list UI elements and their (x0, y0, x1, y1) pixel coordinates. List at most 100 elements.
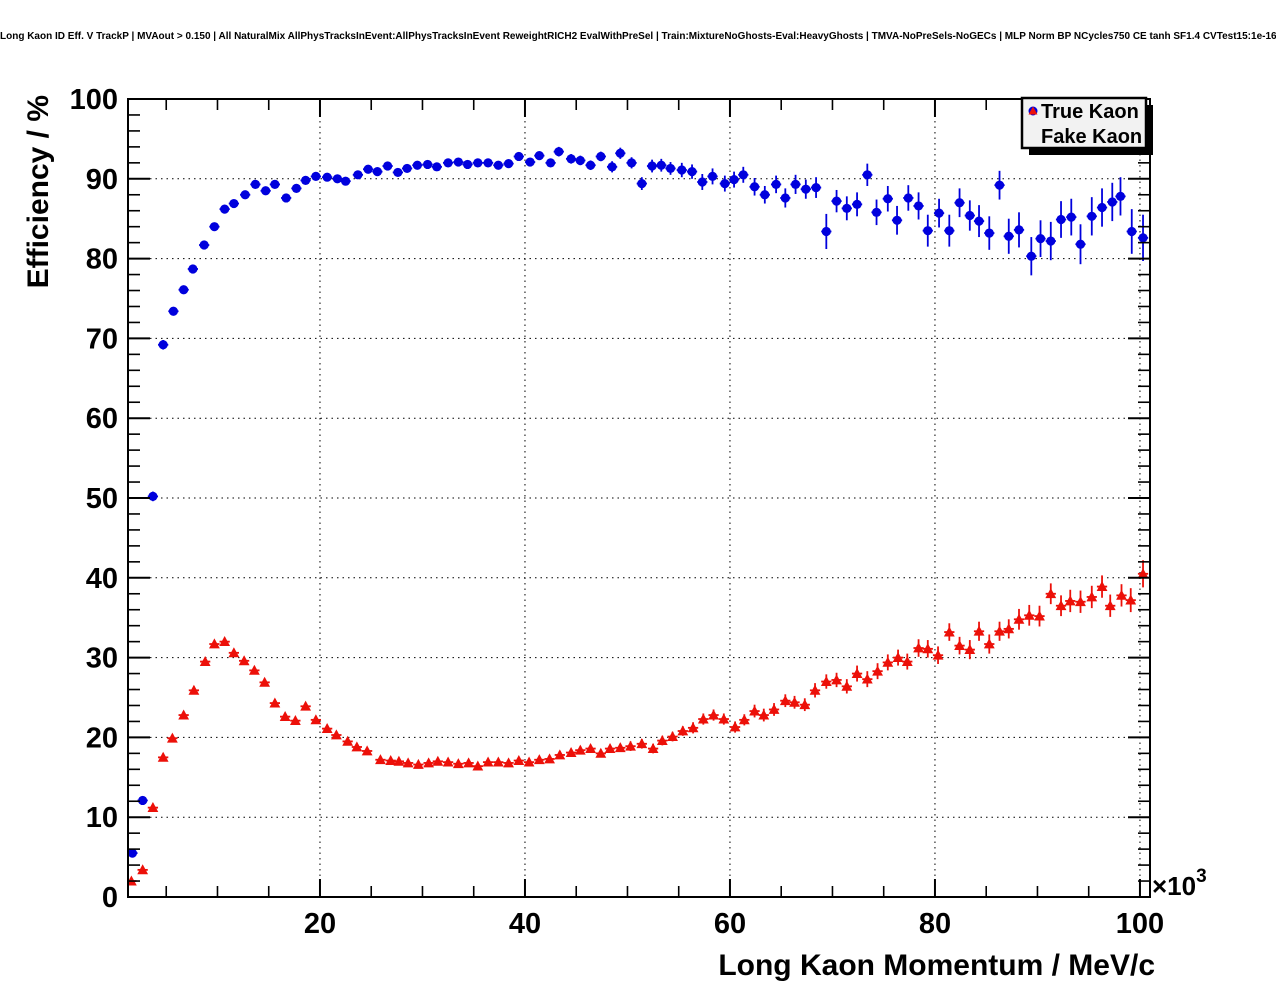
fake-kaon-marker (228, 647, 240, 658)
fake-kaon-marker (513, 754, 525, 765)
legend-true-kaon-label: True Kaon (1041, 101, 1139, 123)
true-kaon-marker (760, 190, 770, 200)
true-kaon-marker (607, 162, 617, 172)
true-kaon-marker (852, 199, 862, 209)
fake-kaon-marker (412, 758, 424, 769)
fake-kaon-marker (310, 714, 322, 725)
true-kaon-marker (615, 148, 625, 158)
legend[interactable]: True Kaon Fake Kaon (1020, 96, 1153, 155)
plot-frame (127, 98, 1151, 898)
true-kaon-marker (311, 171, 321, 182)
fake-kaon-marker (749, 705, 760, 716)
true-kaon-marker (199, 240, 209, 250)
y-tick-label: 50 (86, 483, 118, 515)
fake-kaon-marker (1137, 568, 1149, 579)
fake-kaon-marker (1096, 580, 1108, 591)
legend-box (1020, 96, 1148, 150)
fake-kaon-marker (361, 745, 373, 756)
fake-kaon-marker (248, 664, 260, 675)
y-tick-label: 30 (86, 643, 118, 675)
grid-lines (128, 99, 1150, 897)
fake-kaon-marker (922, 643, 934, 654)
fake-kaon-marker (157, 751, 169, 762)
true-kaon-marker (790, 179, 801, 189)
true-kaon-marker (626, 158, 637, 168)
true-kaon-marker (780, 193, 790, 203)
true-kaon-marker (842, 203, 852, 213)
fake-kaon-marker (289, 715, 301, 726)
true-kaon-marker (158, 340, 168, 350)
true-kaon-marker (965, 210, 975, 221)
true-kaon-marker (1046, 236, 1056, 246)
true-kaon-marker (1087, 211, 1097, 221)
fake-kaon-marker (872, 665, 883, 676)
y-tick-label: 70 (86, 323, 118, 355)
axis-ticks (128, 98, 1150, 898)
true-kaon-marker (697, 177, 707, 187)
fake-kaon-marker (932, 649, 944, 660)
true-kaon-marker (402, 163, 412, 174)
true-kaon-marker (301, 175, 311, 185)
true-kaon-series (128, 146, 1149, 858)
fake-kaon-marker (738, 714, 750, 725)
true-kaon-marker (462, 159, 473, 170)
true-kaon-marker (1026, 251, 1036, 261)
fake-kaon-marker (789, 696, 800, 707)
true-kaon-marker (821, 226, 831, 237)
fake-kaon-marker (954, 640, 965, 651)
fake-kaon-marker (554, 749, 566, 760)
true-kaon-marker (656, 160, 666, 170)
fake-kaon-marker (625, 740, 636, 751)
true-kaon-marker (1004, 231, 1014, 241)
fake-kaon-marker (574, 744, 586, 755)
true-kaon-marker (984, 228, 994, 238)
fake-kaon-marker (604, 742, 616, 753)
true-kaon-marker (596, 151, 606, 162)
true-kaon-marker (903, 193, 913, 203)
legend-fake-kaon-triangle-icon (1028, 106, 1038, 115)
true-kaon-marker (383, 161, 393, 171)
true-kaon-marker (871, 207, 882, 217)
y-axis-title: Efficiency / % (22, 95, 55, 288)
true-kaon-marker (422, 159, 433, 170)
fake-kaon-marker (199, 655, 211, 666)
fake-kaon-marker (1075, 596, 1086, 607)
fake-kaon-marker (178, 709, 190, 720)
true-kaon-marker (128, 848, 138, 858)
plot-title: Long Kaon ID Eff. V TrackP | MVAout > 0.… (0, 31, 1276, 42)
true-kaon-marker (585, 160, 596, 170)
fake-kaon-marker (269, 697, 281, 708)
fake-kaon-marker (375, 754, 386, 765)
true-kaon-marker (525, 157, 535, 167)
x-tick-label: 20 (304, 908, 336, 940)
true-kaon-marker (1075, 239, 1086, 249)
true-kaon-marker (168, 306, 179, 316)
true-kaon-marker (453, 157, 463, 167)
fake-kaon-marker (423, 757, 435, 768)
true-kaon-marker (291, 183, 302, 193)
data-series (128, 146, 1149, 886)
fake-kaon-marker (219, 636, 231, 647)
true-kaon-marker (341, 176, 351, 186)
fake-kaon-marker (973, 625, 985, 636)
true-kaon-marker (771, 179, 781, 189)
true-kaon-marker (281, 193, 291, 203)
fake-kaon-marker (1104, 600, 1116, 611)
true-kaon-marker (729, 174, 739, 185)
true-kaon-marker (493, 160, 503, 170)
true-kaon-marker (209, 222, 220, 232)
true-kaon-marker (250, 179, 261, 189)
fake-kaon-marker (779, 695, 791, 706)
true-kaon-marker (913, 201, 924, 211)
fake-kaon-marker (820, 675, 832, 686)
y-tick-label: 20 (86, 722, 118, 754)
fake-kaon-marker (809, 684, 821, 695)
fake-kaon-marker (452, 758, 464, 769)
fake-kaon-marker (1125, 594, 1137, 605)
fake-kaon-marker (565, 746, 577, 757)
fake-kaon-marker (758, 709, 770, 720)
fake-kaon-marker (259, 676, 271, 687)
true-kaon-marker (270, 179, 280, 189)
y-tick-label: 10 (86, 802, 118, 834)
